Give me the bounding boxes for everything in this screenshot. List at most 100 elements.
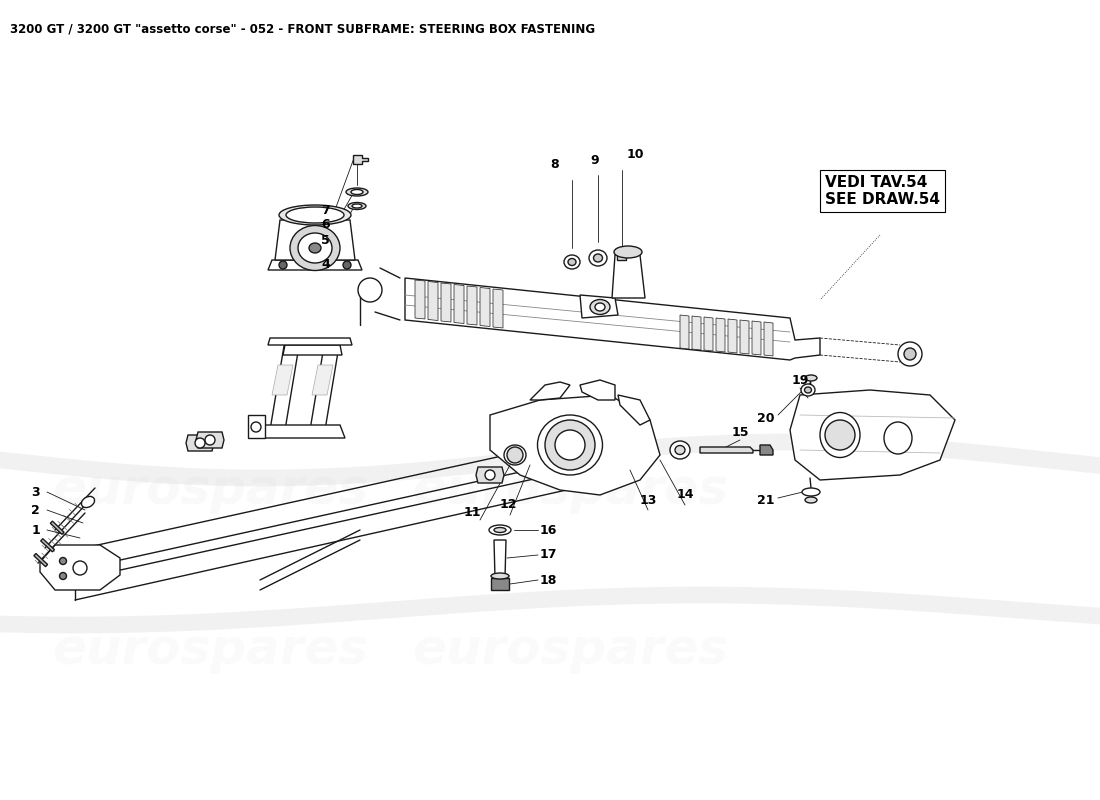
Polygon shape	[580, 295, 618, 318]
Polygon shape	[283, 345, 342, 355]
Polygon shape	[428, 282, 438, 321]
Polygon shape	[415, 280, 425, 319]
Polygon shape	[493, 289, 503, 328]
Ellipse shape	[309, 243, 321, 253]
Polygon shape	[704, 317, 713, 351]
Text: 15: 15	[732, 426, 749, 438]
Ellipse shape	[504, 445, 526, 465]
Circle shape	[59, 573, 66, 579]
Polygon shape	[270, 340, 300, 430]
Text: 6: 6	[321, 218, 330, 231]
Ellipse shape	[351, 190, 363, 194]
Ellipse shape	[614, 246, 642, 258]
Ellipse shape	[820, 413, 860, 458]
Text: 21: 21	[758, 494, 776, 506]
Polygon shape	[405, 278, 820, 360]
Ellipse shape	[670, 441, 690, 459]
Text: 4: 4	[321, 258, 330, 271]
Polygon shape	[454, 285, 464, 323]
Text: 10: 10	[626, 149, 644, 162]
Polygon shape	[260, 425, 345, 438]
Polygon shape	[612, 255, 645, 298]
Ellipse shape	[675, 446, 685, 454]
Polygon shape	[490, 395, 660, 495]
Circle shape	[73, 561, 87, 575]
Text: eurospares: eurospares	[412, 626, 728, 674]
Circle shape	[556, 430, 585, 460]
Polygon shape	[740, 320, 749, 354]
Ellipse shape	[348, 202, 366, 210]
Polygon shape	[728, 319, 737, 353]
Ellipse shape	[490, 525, 512, 535]
Ellipse shape	[352, 204, 362, 208]
Text: 16: 16	[540, 523, 558, 537]
Polygon shape	[752, 321, 761, 355]
Polygon shape	[530, 382, 570, 400]
Polygon shape	[468, 286, 477, 325]
Ellipse shape	[884, 422, 912, 454]
Polygon shape	[312, 365, 333, 395]
Ellipse shape	[805, 375, 817, 381]
Text: 3200 GT / 3200 GT "assetto corse" - 052 - FRONT SUBFRAME: STEERING BOX FASTENING: 3200 GT / 3200 GT "assetto corse" - 052 …	[10, 22, 595, 35]
Polygon shape	[40, 545, 120, 590]
Circle shape	[904, 348, 916, 360]
Circle shape	[195, 438, 205, 448]
Text: 3: 3	[32, 486, 40, 498]
Ellipse shape	[595, 303, 605, 311]
Text: 11: 11	[463, 506, 481, 518]
Ellipse shape	[590, 299, 610, 314]
Text: 17: 17	[540, 549, 558, 562]
Polygon shape	[268, 338, 352, 345]
Polygon shape	[618, 395, 650, 425]
Text: 14: 14	[676, 489, 694, 502]
Text: 2: 2	[31, 503, 40, 517]
Polygon shape	[196, 432, 224, 448]
Polygon shape	[494, 540, 506, 578]
Text: 7: 7	[321, 203, 330, 217]
Polygon shape	[476, 467, 504, 483]
Ellipse shape	[279, 205, 351, 225]
Circle shape	[544, 420, 595, 470]
Circle shape	[251, 422, 261, 432]
Ellipse shape	[804, 387, 812, 393]
Text: 18: 18	[540, 574, 558, 586]
Ellipse shape	[346, 188, 368, 196]
Polygon shape	[272, 365, 293, 395]
Ellipse shape	[538, 415, 603, 475]
Ellipse shape	[594, 254, 603, 262]
Circle shape	[279, 261, 287, 269]
Polygon shape	[764, 322, 773, 356]
Text: 8: 8	[551, 158, 559, 171]
Polygon shape	[34, 554, 47, 566]
Circle shape	[205, 435, 214, 445]
Circle shape	[825, 420, 855, 450]
Circle shape	[358, 278, 382, 302]
Ellipse shape	[568, 258, 576, 266]
Ellipse shape	[491, 573, 509, 579]
Polygon shape	[580, 380, 615, 400]
Text: 1: 1	[31, 523, 40, 537]
Circle shape	[343, 261, 351, 269]
Circle shape	[507, 447, 522, 463]
Ellipse shape	[298, 233, 332, 263]
Polygon shape	[353, 155, 369, 164]
Polygon shape	[491, 578, 509, 590]
Text: 19: 19	[791, 374, 808, 386]
Text: 5: 5	[321, 234, 330, 246]
Text: eurospares: eurospares	[412, 466, 728, 514]
Ellipse shape	[588, 250, 607, 266]
Circle shape	[485, 470, 495, 480]
Circle shape	[59, 558, 66, 565]
Polygon shape	[480, 287, 490, 326]
Text: eurospares: eurospares	[52, 466, 368, 514]
Ellipse shape	[805, 497, 817, 503]
Text: 20: 20	[758, 411, 776, 425]
Polygon shape	[760, 445, 773, 455]
Ellipse shape	[494, 527, 506, 533]
Polygon shape	[716, 318, 725, 352]
Ellipse shape	[81, 497, 95, 507]
Polygon shape	[41, 538, 54, 552]
Text: 13: 13	[639, 494, 657, 506]
Ellipse shape	[801, 384, 815, 396]
Polygon shape	[692, 316, 701, 350]
